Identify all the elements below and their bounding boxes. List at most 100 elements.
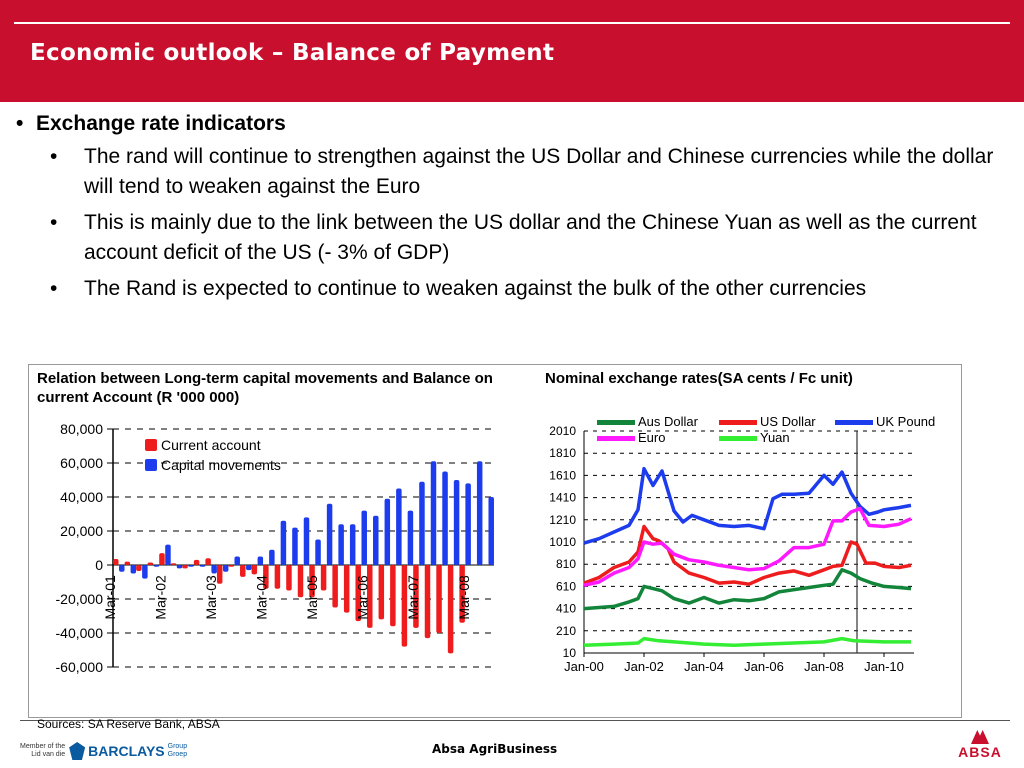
- bar-xtick-label: Mar-06: [355, 575, 371, 620]
- legend-label: UK Pound: [876, 414, 935, 429]
- current-account-bar: [113, 559, 119, 565]
- page-title: Economic outlook – Balance of Payment: [30, 40, 555, 66]
- legend-label: US Dollar: [760, 414, 816, 429]
- legend-label: Aus Dollar: [638, 414, 699, 429]
- bar-ytick-label: 40,000: [60, 489, 103, 505]
- bullet-text: The rand will continue to strengthen aga…: [84, 145, 994, 198]
- capital-movements-bar: [419, 481, 425, 565]
- current-account-bar: [170, 563, 177, 565]
- legend-label: Current account: [161, 437, 261, 453]
- legend-label: Capital movements: [161, 457, 281, 473]
- current-account-bar: [216, 565, 223, 584]
- legend-swatch-euro: [597, 436, 635, 441]
- current-account-bar: [459, 565, 465, 623]
- capital-movements-bar: [142, 565, 148, 579]
- header-rule: [14, 22, 1010, 24]
- current-account-bar: [309, 565, 315, 598]
- bullet-dot: •: [16, 112, 24, 135]
- current-account-bar: [263, 565, 269, 589]
- line-ytick-label: 2010: [549, 424, 576, 438]
- absa-logo-text: ABSA: [958, 744, 1002, 760]
- bullet-text: This is mainly due to the link between t…: [84, 211, 977, 264]
- legend-label: Yuan: [760, 430, 790, 445]
- line-ytick-label: 1810: [549, 446, 576, 460]
- capital-movements-bar: [361, 510, 367, 565]
- bar-xtick-label: Mar-01: [102, 575, 118, 620]
- capital-movements-bar: [407, 510, 414, 565]
- absa-logo: ABSA: [955, 730, 1005, 760]
- capital-movements-bar: [453, 480, 460, 565]
- bar-ytick-label: -60,000: [56, 659, 104, 675]
- capital-movements-bar: [488, 497, 494, 565]
- line-xtick-label: Jan-00: [564, 659, 604, 674]
- barclays-logo: Member of the Lid van die BARCLAYS Group…: [20, 742, 187, 760]
- capital-movements-bar: [384, 498, 391, 565]
- current-account-bar: [147, 562, 154, 565]
- bullet-item: • The Rand is expected to continue to wea…: [50, 274, 1006, 304]
- legend-label: Euro: [638, 430, 665, 445]
- line-xtick-label: Jan-06: [744, 659, 784, 674]
- current-account-bar: [401, 565, 408, 647]
- bar-xtick-label: Mar-07: [405, 575, 421, 620]
- footer-company: Absa AgriBusiness: [432, 742, 558, 756]
- bullet-text: The Rand is expected to continue to weak…: [84, 277, 867, 300]
- footer-rule: [20, 720, 1010, 721]
- current-account-bar: [136, 565, 142, 571]
- capital-movements-bar: [430, 461, 437, 565]
- capital-movements-bar: [211, 565, 217, 574]
- bar-xtick-label: Mar-08: [456, 575, 472, 620]
- sources-note: Sources: SA Reserve Bank, ABSA: [37, 717, 220, 731]
- capital-movements-bar: [130, 565, 137, 574]
- bar-xtick-label: Mar-05: [304, 575, 320, 620]
- current-account-bar: [297, 565, 304, 598]
- capital-movements-bar: [476, 461, 483, 565]
- capital-movements-bar: [222, 565, 229, 572]
- capital-movements-bar: [326, 503, 333, 565]
- current-account-bar: [240, 565, 246, 577]
- bar-ytick-label: 0: [95, 557, 103, 573]
- line-ytick-label: 1010: [549, 535, 576, 549]
- current-account-bar: [367, 565, 373, 628]
- current-account-bar: [378, 565, 385, 620]
- bar-xtick-label: Mar-02: [153, 575, 169, 620]
- capital-movements-bar: [119, 565, 125, 572]
- capital-movements-bar: [373, 515, 379, 565]
- current-account-bar: [436, 565, 442, 633]
- legend-swatch-us-dollar: [719, 420, 757, 425]
- capital-movements-bar: [165, 544, 171, 565]
- bullet-dot: •: [50, 211, 58, 234]
- bar-chart-title: Relation between Long-term capital movem…: [37, 370, 493, 406]
- current-account-bar: [274, 565, 281, 589]
- capital-movements-bar: [257, 556, 264, 565]
- bar-ytick-label: 80,000: [60, 421, 103, 437]
- series-line-us-dollar: [583, 524, 912, 586]
- capital-movements-bar: [349, 524, 356, 565]
- line-ytick-label: 210: [556, 624, 576, 638]
- absa-mark-icon: [971, 730, 989, 744]
- current-account-bar: [251, 565, 258, 575]
- capital-movements-bar: [465, 483, 471, 565]
- current-account-bar: [447, 565, 454, 654]
- line-ytick-label: 1410: [549, 491, 576, 505]
- line-xtick-label: Jan-08: [804, 659, 844, 674]
- barclays-eagle-icon: [69, 742, 86, 760]
- series-line-yuan: [583, 636, 911, 647]
- bar-xtick-label: Mar-03: [203, 575, 219, 620]
- barclays-group-text: Group Groep: [167, 743, 188, 758]
- capital-movements-bar: [396, 488, 402, 565]
- current-account-bar: [193, 559, 200, 565]
- capital-movements-bar: [153, 565, 160, 567]
- barclays-name: BARCLAYS: [88, 743, 165, 759]
- current-account-bar: [182, 565, 188, 569]
- series-line-euro: [583, 506, 912, 588]
- line-ytick-label: 1210: [549, 513, 576, 527]
- bullet-dot: •: [50, 145, 58, 168]
- bar-ytick-label: 60,000: [60, 455, 103, 471]
- capital-movements-bar: [303, 517, 310, 565]
- capital-movements-bar: [315, 539, 321, 565]
- current-account-bar: [424, 565, 431, 639]
- series-line-aus-dollar: [583, 568, 912, 611]
- line-ytick-label: 10: [563, 646, 577, 660]
- current-account-bar: [320, 565, 327, 591]
- charts-svg: 80,000 60,000 40,000 20,000 0 -20,000 -40,000 -…: [56, 414, 936, 675]
